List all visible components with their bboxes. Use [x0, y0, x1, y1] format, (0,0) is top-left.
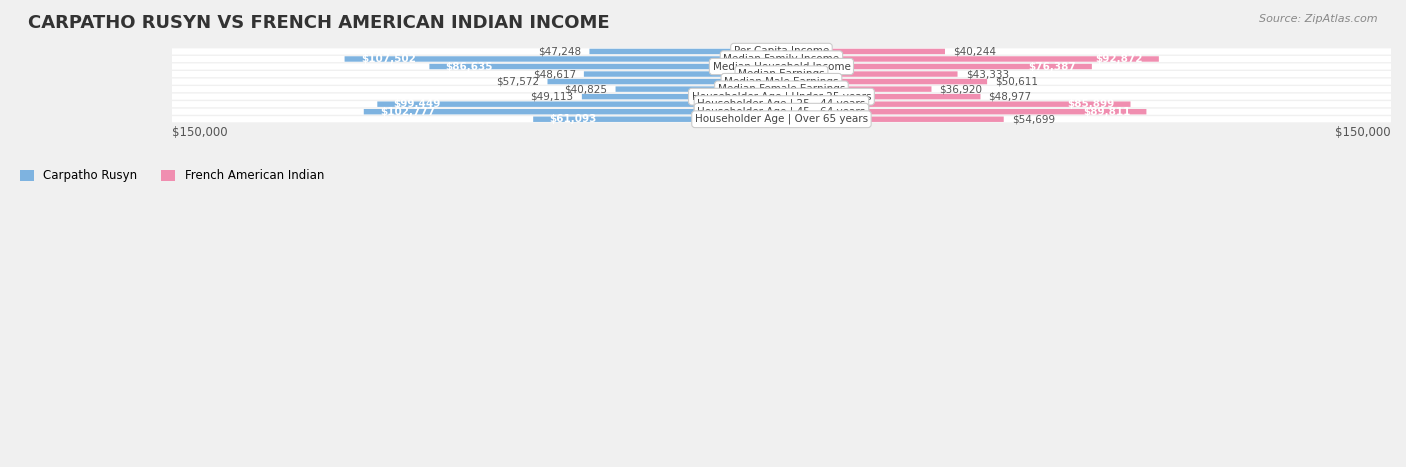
FancyBboxPatch shape	[782, 57, 1159, 62]
FancyBboxPatch shape	[782, 71, 957, 77]
Text: $99,449: $99,449	[394, 99, 441, 109]
Text: $48,977: $48,977	[988, 92, 1032, 102]
FancyBboxPatch shape	[344, 57, 782, 62]
FancyBboxPatch shape	[429, 64, 782, 69]
FancyBboxPatch shape	[172, 64, 1391, 70]
FancyBboxPatch shape	[782, 101, 1130, 107]
FancyBboxPatch shape	[172, 93, 1391, 100]
Text: Householder Age | 45 - 64 years: Householder Age | 45 - 64 years	[697, 106, 866, 117]
Text: $47,248: $47,248	[538, 46, 581, 57]
Text: Median Household Income: Median Household Income	[713, 62, 851, 71]
FancyBboxPatch shape	[589, 49, 782, 54]
Text: Median Family Income: Median Family Income	[723, 54, 839, 64]
FancyBboxPatch shape	[583, 71, 782, 77]
Text: $43,333: $43,333	[966, 69, 1008, 79]
Text: $49,113: $49,113	[530, 92, 574, 102]
Text: $85,899: $85,899	[1067, 99, 1115, 109]
FancyBboxPatch shape	[782, 86, 932, 92]
Text: $50,611: $50,611	[995, 77, 1038, 86]
FancyBboxPatch shape	[782, 109, 1146, 114]
Text: Householder Age | 25 - 44 years: Householder Age | 25 - 44 years	[697, 99, 866, 109]
Text: Source: ZipAtlas.com: Source: ZipAtlas.com	[1260, 14, 1378, 24]
FancyBboxPatch shape	[782, 79, 987, 84]
FancyBboxPatch shape	[782, 49, 945, 54]
Text: $150,000: $150,000	[1336, 126, 1391, 139]
FancyBboxPatch shape	[172, 101, 1391, 107]
Legend: Carpatho Rusyn, French American Indian: Carpatho Rusyn, French American Indian	[15, 164, 329, 187]
FancyBboxPatch shape	[172, 78, 1391, 85]
Text: CARPATHO RUSYN VS FRENCH AMERICAN INDIAN INCOME: CARPATHO RUSYN VS FRENCH AMERICAN INDIAN…	[28, 14, 610, 32]
FancyBboxPatch shape	[782, 94, 980, 99]
Text: $150,000: $150,000	[172, 126, 228, 139]
Text: $92,872: $92,872	[1095, 54, 1143, 64]
Text: $76,387: $76,387	[1028, 62, 1076, 71]
Text: $102,777: $102,777	[380, 106, 436, 117]
Text: $36,920: $36,920	[939, 84, 983, 94]
Text: Householder Age | Over 65 years: Householder Age | Over 65 years	[695, 114, 868, 125]
FancyBboxPatch shape	[172, 86, 1391, 92]
Text: Median Female Earnings: Median Female Earnings	[717, 84, 845, 94]
FancyBboxPatch shape	[172, 56, 1391, 62]
FancyBboxPatch shape	[172, 49, 1391, 55]
FancyBboxPatch shape	[782, 64, 1092, 69]
Text: $86,635: $86,635	[446, 62, 494, 71]
Text: $54,699: $54,699	[1012, 114, 1054, 124]
FancyBboxPatch shape	[364, 109, 782, 114]
Text: Per Capita Income: Per Capita Income	[734, 46, 830, 57]
Text: $40,244: $40,244	[953, 46, 995, 57]
Text: $40,825: $40,825	[564, 84, 607, 94]
FancyBboxPatch shape	[616, 86, 782, 92]
FancyBboxPatch shape	[547, 79, 782, 84]
FancyBboxPatch shape	[172, 71, 1391, 77]
FancyBboxPatch shape	[172, 116, 1391, 122]
FancyBboxPatch shape	[782, 117, 1004, 122]
Text: Median Earnings: Median Earnings	[738, 69, 825, 79]
Text: Householder Age | Under 25 years: Householder Age | Under 25 years	[692, 92, 872, 102]
FancyBboxPatch shape	[172, 109, 1391, 115]
Text: $107,502: $107,502	[361, 54, 416, 64]
FancyBboxPatch shape	[582, 94, 782, 99]
FancyBboxPatch shape	[377, 101, 782, 107]
Text: $57,572: $57,572	[496, 77, 540, 86]
Text: $61,093: $61,093	[550, 114, 596, 124]
FancyBboxPatch shape	[533, 117, 782, 122]
Text: Median Male Earnings: Median Male Earnings	[724, 77, 839, 86]
Text: $89,811: $89,811	[1083, 106, 1130, 117]
Text: $48,617: $48,617	[533, 69, 575, 79]
